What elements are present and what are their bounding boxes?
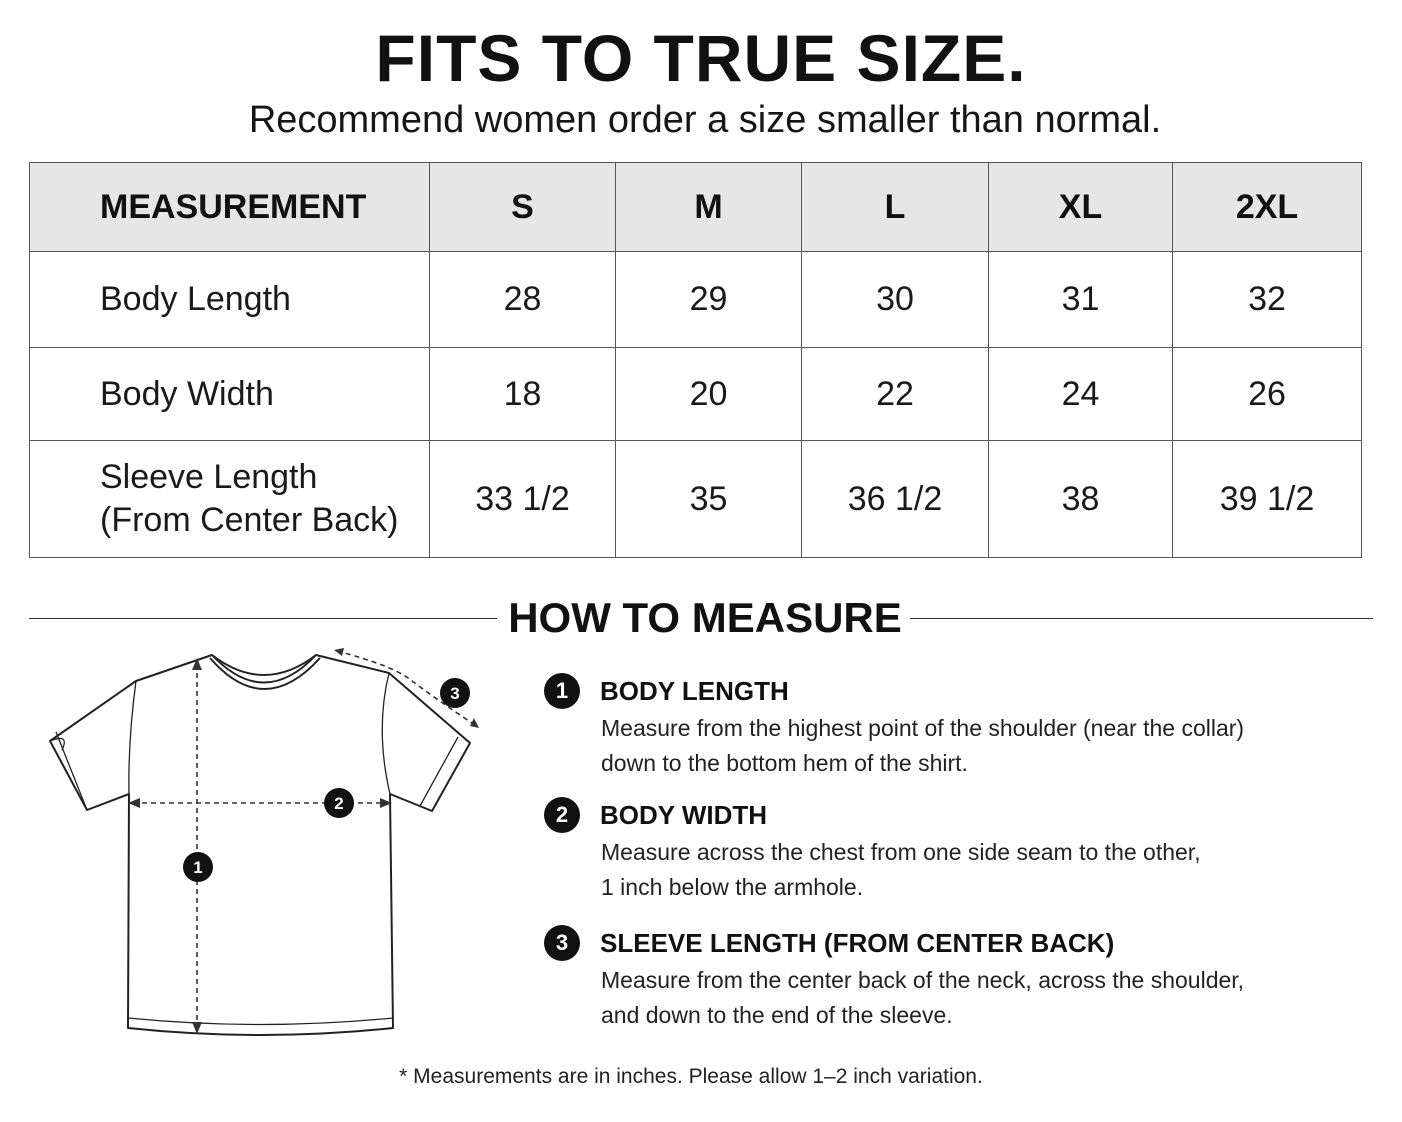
step-description: Measure across the chest from one side s… [601, 839, 1201, 900]
tshirt-sleeve-hem-left [49, 731, 88, 811]
table-row-sleeve-length: Sleeve Length (From Center Back) 33 1/2 … [29, 440, 1362, 558]
marker-1-badge [183, 852, 213, 882]
tshirt-diagram: 1 2 3 [49, 648, 479, 1036]
arrowhead [192, 1022, 202, 1034]
page-title: FITS TO TRUE SIZE. [375, 21, 1027, 95]
arrowhead [470, 718, 479, 728]
table-cell: 32 [1172, 251, 1362, 348]
column-header-s: S [429, 162, 616, 252]
table-cell: 39 1/2 [1172, 440, 1362, 558]
column-header-measurement: MEASUREMENT [29, 162, 430, 252]
step-heading: BODY WIDTH [600, 800, 768, 830]
row-label: Body Width [29, 347, 430, 441]
table-cell: 35 [615, 440, 802, 558]
table-header-row: MEASUREMENT S M L XL 2XL [29, 162, 1362, 252]
step-description: Measure from the center back of the neck… [601, 967, 1245, 1028]
row-label: Body Length [29, 251, 430, 348]
table-cell: 38 [988, 440, 1173, 558]
table-cell: 24 [988, 347, 1173, 441]
marker-2-badge [324, 788, 354, 818]
table-cell: 22 [801, 347, 989, 441]
table-cell: 29 [615, 251, 802, 348]
section-divider-right [910, 618, 1373, 619]
arrowhead [334, 648, 344, 656]
size-chart-table: MEASUREMENT S M L XL 2XL Body Length 28 … [29, 162, 1362, 558]
table-row-body-width: Body Width 18 20 22 24 26 [29, 347, 1362, 441]
table-cell: 26 [1172, 347, 1362, 441]
step-heading: BODY LENGTH [600, 676, 789, 706]
table-cell: 20 [615, 347, 802, 441]
step-number-badge: 3 [544, 925, 580, 961]
tshirt-sleeve-seam-left [128, 680, 137, 795]
table-cell: 28 [429, 251, 616, 348]
table-row-body-length: Body Length 28 29 30 31 32 [29, 251, 1362, 348]
marker-2-label: 2 [334, 794, 343, 813]
column-header-2xl: 2XL [1172, 162, 1362, 252]
tshirt-bottom-hem [127, 1017, 394, 1026]
tshirt-sleeve-seam-right [381, 672, 391, 795]
sleeve-length-measure-line [336, 650, 476, 726]
tshirt-outline [49, 654, 471, 1036]
arrowhead [128, 798, 140, 808]
table-cell: 30 [801, 251, 989, 348]
footnote: * Measurements are in inches. Please all… [399, 1065, 983, 1088]
table-cell: 31 [988, 251, 1173, 348]
section-divider-left [29, 618, 497, 619]
table-cell: 36 1/2 [801, 440, 989, 558]
arrowhead [192, 658, 202, 670]
marker-3-label: 3 [450, 684, 459, 703]
step-number-badge: 1 [544, 673, 580, 709]
column-header-l: L [801, 162, 989, 252]
marker-1-label: 1 [193, 858, 202, 877]
tshirt-collar [209, 654, 321, 690]
step-description: Measure from the highest point of the sh… [601, 715, 1245, 776]
table-cell: 33 1/2 [429, 440, 616, 558]
table-cell: 18 [429, 347, 616, 441]
tshirt-sleeve-hem-right [419, 736, 459, 807]
how-to-measure-title: HOW TO MEASURE [508, 594, 902, 641]
page-subtitle: Recommend women order a size smaller tha… [248, 99, 1162, 141]
step-number-badge: 2 [544, 797, 580, 833]
column-header-m: M [615, 162, 802, 252]
arrowhead [380, 798, 392, 808]
column-header-xl: XL [988, 162, 1173, 252]
row-label: Sleeve Length (From Center Back) [29, 440, 430, 558]
step-heading: SLEEVE LENGTH (FROM CENTER BACK) [600, 928, 1115, 958]
marker-3-badge [440, 678, 470, 708]
